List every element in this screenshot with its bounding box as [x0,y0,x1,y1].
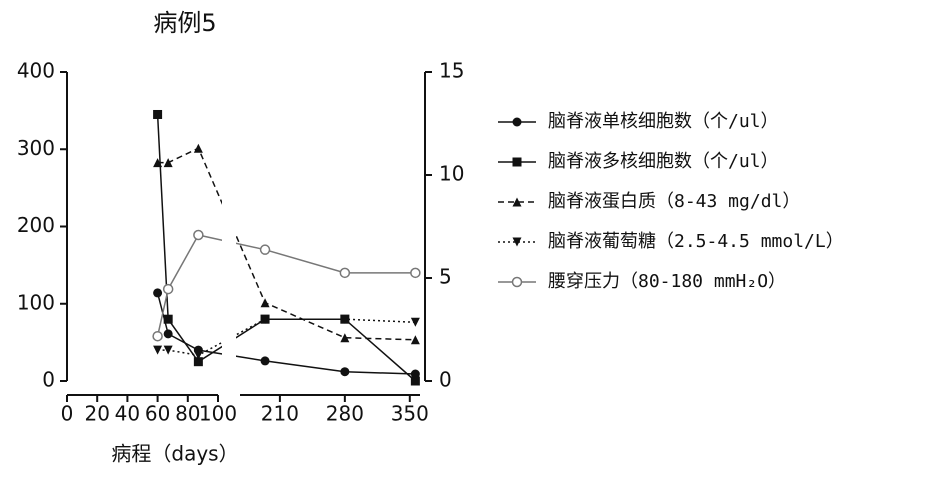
point [260,298,270,308]
y-tick-label: 100 [17,290,55,314]
y-tick-label: 200 [17,213,55,237]
point [410,335,420,345]
point [193,350,203,360]
legend-label: 脑脊液单核细胞数（个/ul） [548,111,779,132]
y2-tick-label: 10 [439,162,464,186]
point [260,356,270,366]
x-tick-label: 20 [84,402,109,426]
y2-tick-label: 5 [439,265,452,289]
x-tick-label: 280 [326,402,364,426]
legend-marker [512,237,522,247]
series-line [156,234,416,337]
legend-label: 腰穿压力（80-180 mmH₂O） [548,271,786,292]
x-tick-label: 80 [175,402,200,426]
series-line [156,114,416,382]
legend-marker [512,117,522,127]
series-line [157,147,416,341]
point [193,143,203,153]
x-tick-label: 60 [145,402,170,426]
point [410,317,420,327]
point [163,314,173,324]
point [162,283,174,295]
point [410,376,420,386]
point [163,158,173,168]
x-tick-label: 210 [261,402,299,426]
point [153,158,163,168]
legend-label: 脑脊液多核细胞数（个/ul） [548,151,779,172]
x-axis-label: 病程（days） [111,442,238,466]
x-tick-label: 0 [61,402,74,426]
point [152,330,163,342]
axis-break [222,62,236,405]
point [153,345,163,355]
y-tick-label: 300 [17,136,55,160]
point [339,267,351,279]
x-tick-label: 100 [199,402,237,426]
point [163,345,173,355]
point [410,267,421,279]
legend-marker [512,197,522,207]
chart-title: 病例5 [153,9,216,37]
y-tick-label: 0 [42,368,55,392]
legend-label: 脑脊液葡萄糖（2.5-4.5 mmol/L） [548,231,844,252]
point [163,329,173,339]
y-tick-label: 400 [17,59,55,83]
y2-tick-label: 15 [439,59,464,83]
point [260,314,270,324]
point [153,109,163,119]
point [259,244,271,255]
point [410,369,420,379]
point [153,288,163,298]
legend-marker [511,276,523,288]
point [340,367,350,377]
point [193,229,204,241]
legend-label: 脑脊液蛋白质（8-43 mg/dl） [548,191,800,212]
x-tick-label: 350 [391,402,429,426]
point [340,333,350,343]
y2-tick-label: 0 [439,368,452,392]
point [193,357,203,367]
x-tick-label: 40 [115,402,140,426]
point [340,314,350,324]
legend-marker [512,157,522,167]
